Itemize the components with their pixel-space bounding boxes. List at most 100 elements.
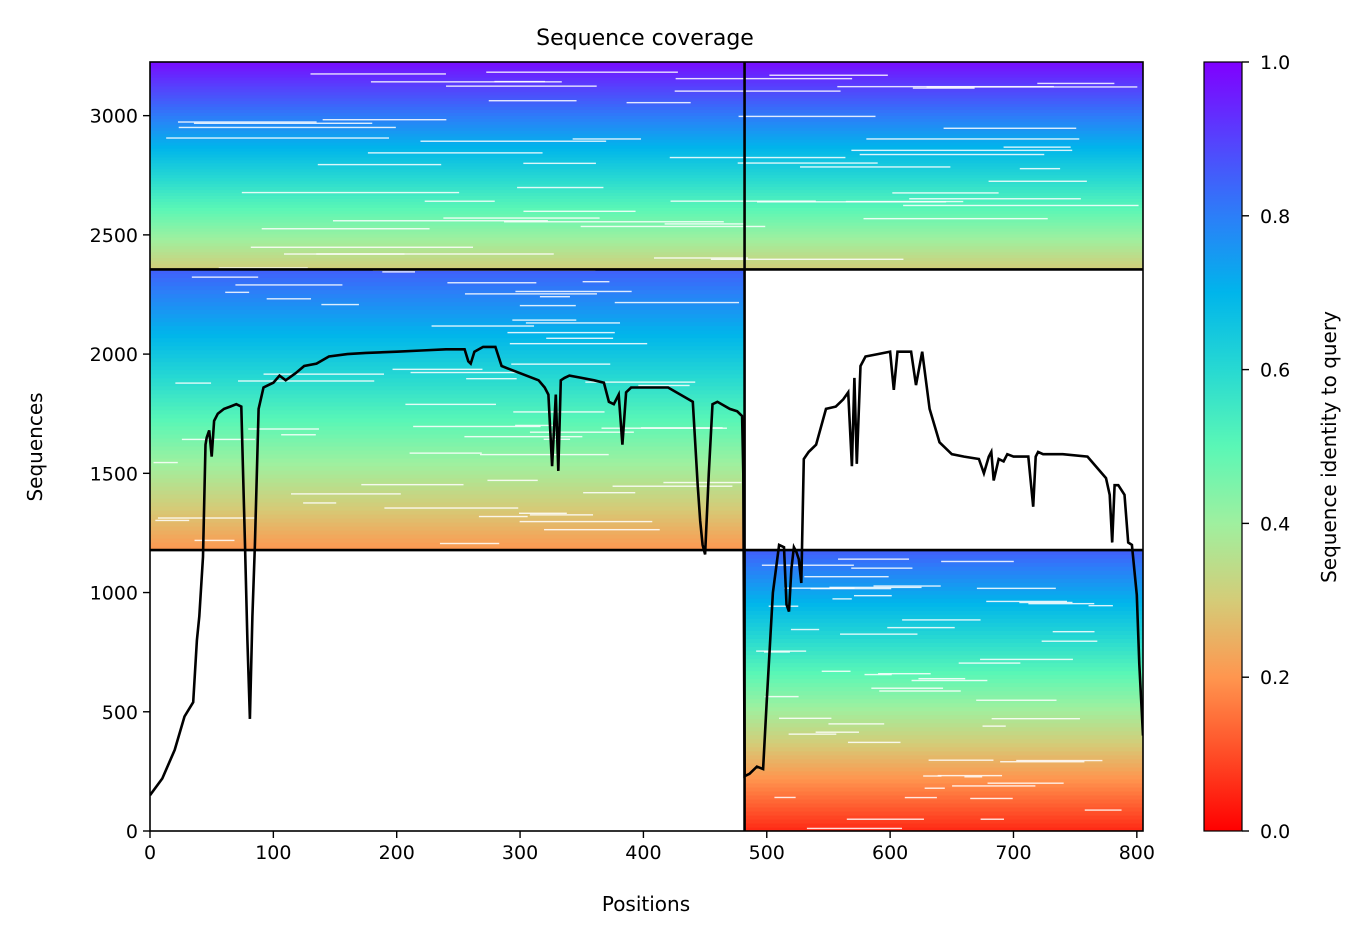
gap-stripe <box>664 223 746 225</box>
coverage-band <box>150 329 745 335</box>
coverage-band <box>150 121 1143 125</box>
coverage-band <box>150 263 1143 268</box>
coverage-band <box>150 465 745 471</box>
coverage-band <box>150 453 745 459</box>
coverage-band <box>744 570 1143 575</box>
coverage-band <box>150 248 1143 253</box>
coverage-band <box>744 742 1143 748</box>
gap-stripe <box>321 303 359 306</box>
coverage-band <box>150 245 1143 250</box>
coverage-band <box>150 198 1143 202</box>
y-tick-label: 2500 <box>90 225 138 247</box>
coverage-band <box>150 233 1143 238</box>
coverage-band <box>150 124 1143 128</box>
coverage-band <box>150 251 1143 256</box>
coverage-line <box>150 345 1143 796</box>
coverage-band <box>150 285 745 291</box>
gap-stripe <box>509 342 648 345</box>
coverage-band <box>150 222 1143 226</box>
coverage-band <box>744 798 1143 804</box>
coverage-band <box>150 522 745 527</box>
coverage-band <box>150 230 1143 235</box>
gap-stripe <box>248 428 319 430</box>
gap-stripe <box>788 733 837 735</box>
coverage-band <box>150 73 1143 78</box>
coverage-band <box>150 192 1143 196</box>
coverage-band <box>150 526 745 531</box>
gap-stripe <box>478 515 528 518</box>
gap-stripe <box>488 100 577 102</box>
coverage-band <box>150 273 745 279</box>
coverage-band <box>150 156 1143 161</box>
gap-stripe <box>504 221 724 223</box>
gap-stripe <box>405 403 496 406</box>
coverage-band <box>150 168 1143 173</box>
gap-stripe <box>261 228 430 230</box>
coverage-band <box>150 153 1143 158</box>
gap-stripe <box>424 200 495 202</box>
gap-stripe <box>175 382 212 384</box>
coverage-band <box>744 550 1143 555</box>
gap-stripe <box>991 717 1080 720</box>
gap-stripe <box>670 200 816 202</box>
coverage-band <box>150 142 1143 146</box>
y-tick-label: 2000 <box>90 344 138 366</box>
coverage-band <box>744 734 1143 740</box>
gap-stripe <box>987 782 1064 784</box>
coverage-band <box>150 106 1143 111</box>
gap-stripe <box>367 152 543 154</box>
coverage-band <box>744 646 1143 652</box>
gap-stripe <box>626 101 691 104</box>
gap-stripe <box>864 673 892 676</box>
coverage-band <box>744 582 1143 587</box>
coverage-band <box>150 136 1143 140</box>
x-tick-label: 0 <box>144 842 156 864</box>
coverage-band <box>150 421 745 427</box>
gap-stripe <box>250 246 474 248</box>
gap-stripe <box>828 723 885 725</box>
coverage-band <box>150 112 1143 116</box>
gap-stripe <box>799 166 951 168</box>
coverage-band <box>150 297 745 303</box>
gap-stripe <box>191 276 259 278</box>
colorbar-tick-label: 0.4 <box>1260 513 1290 535</box>
gap-stripe <box>943 127 1077 129</box>
gap-stripe <box>769 74 888 76</box>
coverage-band <box>150 64 1143 69</box>
coverage-band <box>150 405 745 411</box>
gap-stripe <box>218 267 308 269</box>
gap-stripe <box>912 87 975 89</box>
coverage-band <box>744 814 1143 820</box>
coverage-band <box>150 67 1143 72</box>
coverage-band <box>150 82 1143 87</box>
x-axis-label: Positions <box>602 892 690 916</box>
gap-stripe <box>924 787 945 789</box>
gap-stripe <box>845 200 964 203</box>
gap-stripe <box>878 673 931 675</box>
coverage-band <box>150 409 745 415</box>
gap-stripe <box>859 153 1045 156</box>
gap-stripe <box>846 818 924 820</box>
coverage-band <box>150 377 745 383</box>
gap-stripe <box>181 438 256 441</box>
gap-stripe <box>525 322 621 324</box>
coverage-band <box>150 254 1143 259</box>
coverage-band <box>744 674 1143 680</box>
x-tick-label: 500 <box>749 842 785 864</box>
coverage-band <box>744 790 1143 796</box>
coverage-band <box>150 461 745 467</box>
gap-stripe <box>928 759 994 761</box>
coverage-band <box>744 630 1143 635</box>
coverage-band <box>744 658 1143 664</box>
gap-stripe <box>529 514 594 516</box>
x-tick-label: 400 <box>625 842 661 864</box>
coverage-band <box>150 219 1143 223</box>
coverage-band <box>150 88 1143 93</box>
coverage-band <box>744 770 1143 776</box>
plot-area <box>150 62 1143 831</box>
coverage-band <box>744 642 1143 648</box>
coverage-band <box>744 782 1143 788</box>
coverage-band <box>744 706 1143 712</box>
gap-stripe <box>866 138 1080 140</box>
coverage-band <box>744 602 1143 607</box>
